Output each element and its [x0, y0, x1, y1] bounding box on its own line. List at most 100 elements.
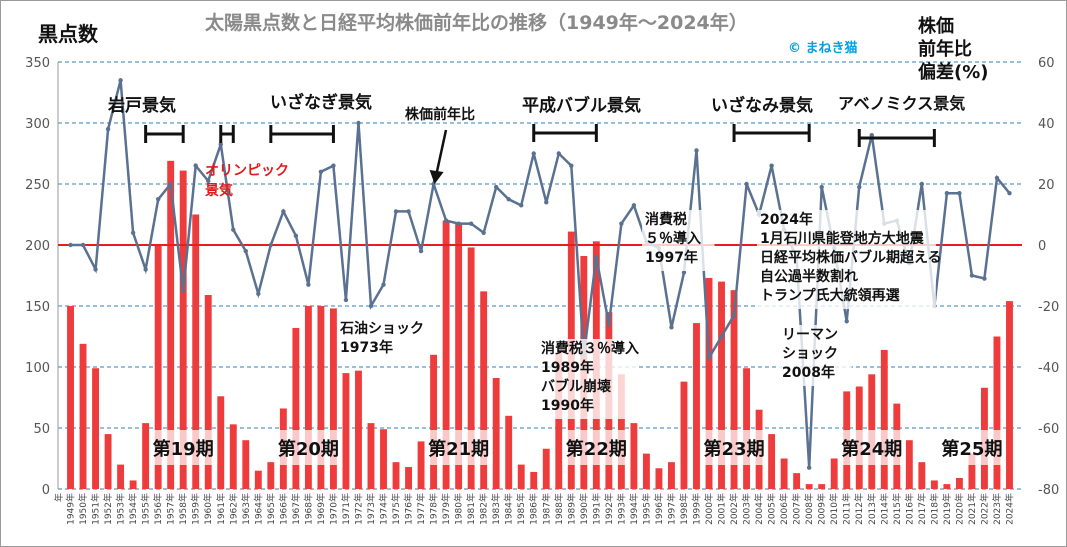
x-tick-label: 1999年 — [690, 493, 702, 525]
x-tick-label: 1952年 — [102, 493, 114, 525]
stock-point-2024 — [1007, 190, 1012, 196]
x-tick-label: 1984年 — [503, 493, 515, 525]
sunspot-bar-1971 — [342, 373, 350, 489]
sunspot-bar-1983 — [492, 377, 500, 489]
x-tick-label: 1961年 — [215, 493, 227, 525]
x-tick-label: 2002年 — [728, 493, 740, 525]
x-tick-label: 2020年 — [953, 493, 965, 525]
stock-change-arrow-label: 株価前年比 — [405, 106, 475, 123]
sunspot-bar-1970 — [329, 308, 337, 489]
right-tick-label: 20 — [1038, 178, 1055, 193]
stock-point-2011 — [844, 319, 849, 324]
x-tick-label: 1970年 — [327, 493, 339, 525]
lehman-shock-note: リーマンショック 2008年 — [782, 327, 838, 381]
stock-point-1994 — [631, 203, 637, 208]
x-tick-label: 1995年 — [640, 493, 652, 525]
x-tick-label: 1996年 — [653, 493, 665, 525]
sunspot-bar-1956 — [154, 245, 162, 489]
stock-point-1972 — [356, 120, 361, 126]
stock-point-1980 — [456, 221, 461, 226]
left-axis-title: 黒点数 — [38, 22, 99, 46]
x-tick-label: 2004年 — [753, 493, 765, 525]
x-tick-label: 2018年 — [928, 493, 940, 525]
left-tick-label: 50 — [33, 422, 50, 437]
right-tick-label: -20 — [1038, 300, 1059, 315]
stock-point-1959 — [193, 163, 198, 168]
annotations: 岩戸景気 いざなぎ景気 平成バブル景気 いざなみ景気 アベノミクス景気株価前年比オリンピ… — [107, 92, 1006, 465]
sunspot-bar-1985 — [517, 464, 525, 489]
left-tick-label: 200 — [25, 239, 50, 254]
sunspot-bar-1974 — [380, 429, 387, 489]
stock-point-1973 — [368, 303, 374, 309]
stock-point-1997 — [669, 325, 674, 330]
x-tick-label: 1988年 — [553, 493, 565, 525]
left-tick-label: 0 — [42, 483, 50, 498]
stock-point-1960 — [206, 178, 211, 184]
stock-point-2019 — [944, 190, 950, 196]
iwato-boom-label: 岩戸景気 — [107, 95, 176, 116]
consumption-tax-5-note: 消費税５％導入 1997年 — [645, 211, 701, 266]
stock-point-1993 — [619, 221, 624, 226]
x-tick-label: 2017年 — [916, 493, 928, 525]
sunspot-bar-2019 — [943, 484, 951, 489]
cycle-label: 第22期 — [566, 438, 627, 460]
sunspot-bar-2001 — [718, 281, 725, 489]
sunspot-bar-1961 — [217, 396, 225, 489]
cycle-label: 第19期 — [153, 438, 214, 460]
sunspot-bar-1995 — [642, 453, 650, 489]
sunspot-bar-1976 — [405, 467, 412, 489]
sunspot-bar-1987 — [542, 448, 550, 489]
oil-shock-note: 石油ショック 1973年 — [339, 320, 424, 356]
sunspot-bar-2023 — [993, 336, 1001, 489]
sunspot-bar-2021 — [968, 453, 976, 489]
sunspot-bar-2020 — [955, 478, 963, 489]
sunspot-bar-1982 — [480, 291, 488, 489]
sunspot-bar-1967 — [292, 327, 300, 489]
left-tick-label: 350 — [25, 56, 50, 71]
olympic-boom-label: オリンピック景気 — [205, 163, 289, 199]
x-tick-label: 1977年 — [415, 493, 427, 525]
x-tick-label: 1991年 — [590, 493, 602, 525]
sunspot-bar-1997 — [668, 462, 675, 489]
stock-point-2022 — [982, 276, 987, 281]
x-tick-label: 1992年 — [603, 493, 615, 525]
sunspot-bar-1968 — [304, 306, 312, 489]
x-tick-label: 2001年 — [716, 493, 728, 525]
x-tick-label: 1973年 — [365, 493, 377, 525]
x-tick-label: 1953年 — [115, 493, 127, 525]
stock-point-2021 — [969, 273, 975, 278]
consumption-tax-3-note: 消費税３％導入 1989年バブル崩壊 1990年 — [541, 340, 639, 414]
x-tick-label: 2008年 — [803, 493, 815, 525]
sunspot-bar-1951 — [92, 368, 100, 489]
cycle-label-bg — [424, 430, 493, 465]
lehman-shock-note-bg — [779, 325, 852, 386]
x-tick-label: 2019年 — [941, 493, 953, 525]
stock-point-1956 — [155, 197, 161, 202]
stock-point-1968 — [306, 282, 311, 287]
sunspot-bar-2002 — [730, 290, 738, 489]
stock-point-1967 — [293, 233, 299, 239]
stock-point-1989 — [569, 163, 574, 168]
sunspot-bar-2006 — [780, 458, 788, 489]
izanami-boom-label: いざなみ景気 — [711, 95, 813, 116]
stock-point-1954 — [130, 230, 136, 235]
x-tick-label: 1997年 — [665, 493, 677, 525]
x-tick-label: 1979年 — [440, 493, 452, 525]
right-tick-label: -40 — [1038, 361, 1059, 376]
cycle-label-bg — [562, 430, 631, 465]
stock-point-1963 — [243, 248, 248, 254]
sunspot-bar-1994 — [630, 423, 638, 489]
sunspot-bar-2018 — [930, 480, 938, 489]
x-tick-label: 1987年 — [540, 493, 552, 525]
stock-point-1958 — [180, 288, 186, 293]
year-2024-note: 2024年 1月石川県能登地方大地震日経平均株価バブル期超える自公過半数割れトラン… — [760, 211, 942, 304]
stock-point-1984 — [506, 197, 511, 202]
x-tick-label: 1980年 — [453, 493, 465, 525]
sunspot-bar-2016 — [905, 440, 913, 489]
x-tick-label: 1967年 — [290, 493, 302, 525]
stock-point-2003 — [744, 181, 749, 187]
stock-point-1991 — [594, 255, 599, 260]
stock-point-2009 — [819, 184, 824, 190]
x-tick-label: 2024年 — [1003, 493, 1015, 525]
sunspot-bar-1963 — [242, 440, 250, 489]
